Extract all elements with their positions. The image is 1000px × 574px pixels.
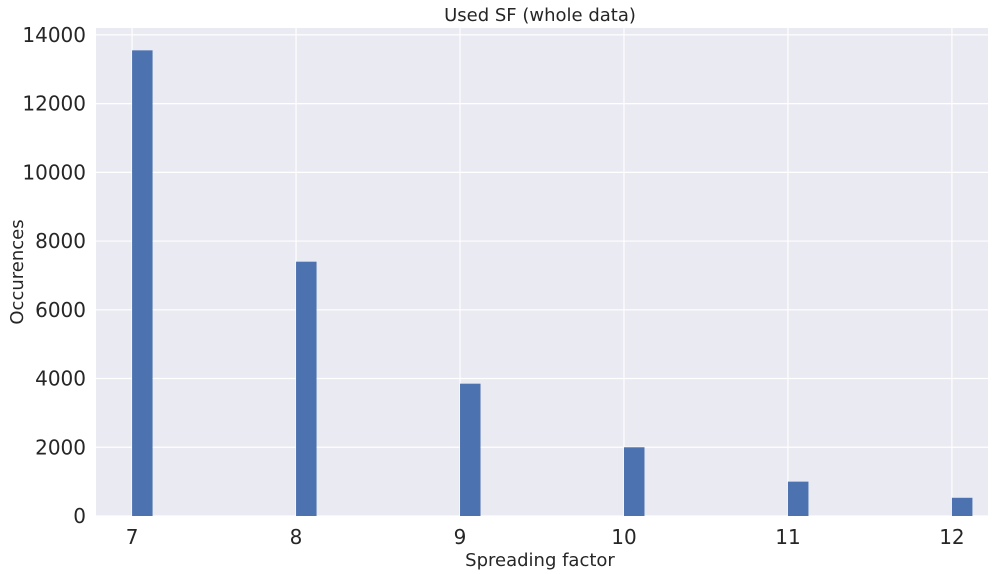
plot-background: [96, 28, 988, 516]
bar-sf-8: [296, 261, 317, 516]
y-tick-label: 14000: [22, 23, 86, 47]
x-tick-label: 10: [611, 525, 636, 549]
y-tick-label: 4000: [35, 367, 86, 391]
bar-sf-11: [787, 481, 809, 516]
x-tick-label: 12: [939, 525, 964, 549]
y-tick-label: 10000: [22, 160, 86, 184]
chart-title: Used SF (whole data): [444, 5, 636, 26]
y-axis-label: Occurences: [7, 219, 28, 324]
x-tick-label: 7: [126, 525, 139, 549]
x-axis-label: Spreading factor: [465, 550, 615, 571]
x-tick-label: 9: [454, 525, 467, 549]
bars: [132, 50, 973, 517]
x-tick-label: 11: [775, 525, 800, 549]
y-tick-label: 8000: [35, 229, 86, 253]
y-tick-label: 6000: [35, 298, 86, 322]
y-tick-label: 12000: [22, 92, 86, 116]
y-tick-labels: 0 2000 4000 6000 8000 10000 12000 14000: [22, 23, 86, 528]
bar-sf-9: [460, 383, 481, 516]
x-tick-labels: 7 8 9 10 11 12: [126, 525, 965, 549]
bar-sf-7: [132, 50, 153, 517]
y-tick-label: 0: [73, 504, 86, 528]
bar-sf-12: [951, 497, 973, 516]
y-tick-label: 2000: [35, 435, 86, 459]
bar-sf-10: [623, 447, 645, 516]
x-tick-label: 8: [290, 525, 303, 549]
grid-lines: [96, 28, 988, 517]
